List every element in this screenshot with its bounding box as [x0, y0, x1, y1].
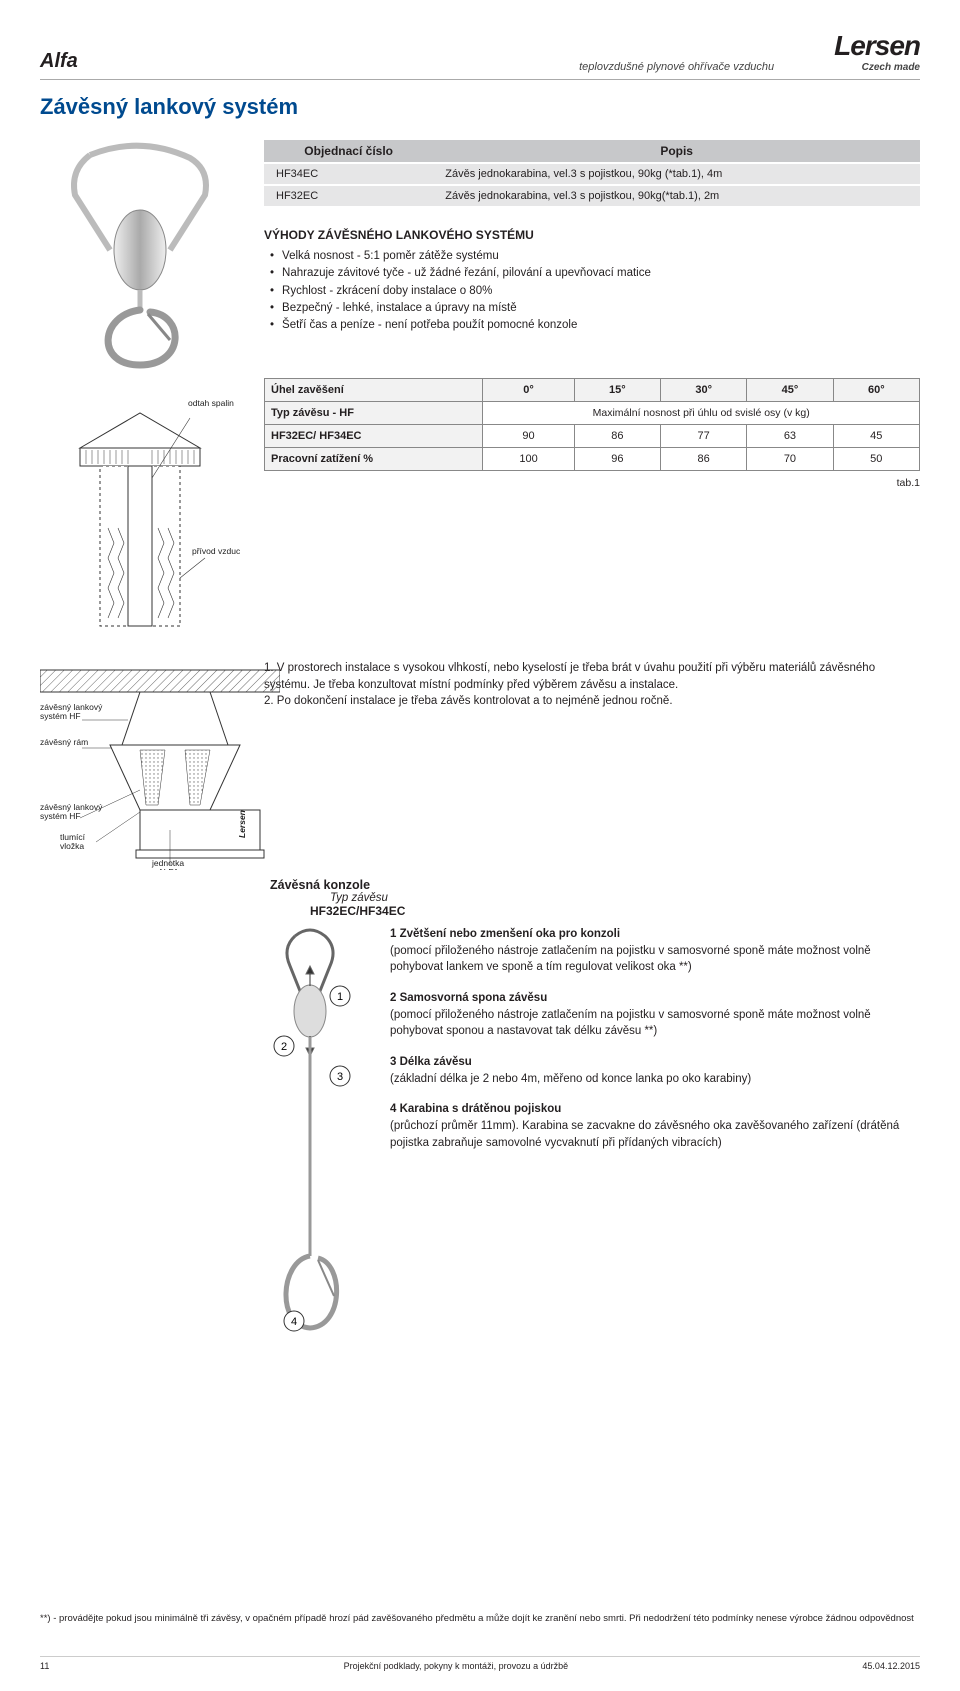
brand-sub: Czech made: [834, 62, 920, 73]
order-col-2: Popis: [433, 140, 920, 163]
angle-header: 15°: [574, 379, 660, 402]
diagram2-brand: Lersen: [237, 810, 247, 838]
bubble-2: 2: [281, 1041, 287, 1053]
diagram2-l5: jednotkaALFA: [151, 858, 184, 870]
flue-diagram: odtah spalin přívod vzduchu: [40, 378, 240, 638]
bubble-1: 1: [337, 991, 343, 1003]
konzole-heading: Závěsná konzole: [270, 878, 405, 892]
product-subtitle: teplovzdušné plynové ohřívače vzduchu: [579, 61, 774, 73]
order-desc: Závěs jednokarabina, vel.3 s pojistkou, …: [433, 163, 920, 185]
angle-cell: 100: [483, 448, 574, 471]
angle-cell: 77: [661, 425, 747, 448]
benefits-list: Velká nosnost - 5:1 poměr zátěže systému…: [264, 248, 920, 334]
angle-type-label: Typ závěsu - HF: [265, 402, 483, 425]
install-notes: 1. V prostorech instalace s vysokou vlhk…: [264, 660, 920, 710]
konzole-heading-row: Závěsná konzole Typ závěsu HF32EC/HF34EC: [270, 878, 920, 918]
diagram2-l3: závěsný lankovýsystém HF: [40, 802, 103, 821]
order-code: HF32EC: [264, 185, 433, 206]
bubble-4: 4: [291, 1316, 297, 1328]
product-name: Alfa: [40, 50, 78, 73]
benefit-item: Nahrazuje závitové tyče - už žádné řezán…: [270, 265, 920, 282]
diagram2-l4: tlumícívložka: [60, 832, 86, 851]
angle-cell: 96: [574, 448, 660, 471]
benefits-heading: VÝHODY ZÁVĚSNÉHO LANKOVÉHO SYSTÉMU: [264, 228, 920, 242]
brand-name: Lersen: [834, 30, 920, 62]
footer-mid: Projekční podklady, pokyny k montáži, pr…: [344, 1661, 568, 1671]
step2-body: (pomocí přiloženého nástroje zatlačením …: [390, 1009, 871, 1038]
angle-cell: 70: [747, 448, 833, 471]
page-header: Alfa teplovzdušné plynové ohřívače vzduc…: [40, 30, 920, 80]
angle-type-span: Maximální nosnost při úhlu od svislé osy…: [483, 402, 920, 425]
benefit-item: Šetří čas a peníze - není potřeba použít…: [270, 317, 920, 334]
footer-bar: 11 Projekční podklady, pokyny k montáži,…: [40, 1656, 920, 1671]
footer-code: 45.04.12.2015: [862, 1661, 920, 1671]
bubble-3: 3: [337, 1071, 343, 1083]
angle-header: 45°: [747, 379, 833, 402]
konzole-code: HF32EC/HF34EC: [310, 904, 405, 918]
page-number: 11: [40, 1661, 49, 1671]
brand-block: Lersen Czech made: [834, 30, 920, 73]
konzole-sub: Typ závěsu: [330, 892, 405, 904]
angle-table: Úhel zavěšení 0° 15° 30° 45° 60° Typ záv…: [264, 378, 920, 471]
step1-body: (pomocí přiloženého nástroje zatlačením …: [390, 945, 871, 974]
order-col-1: Objednací číslo: [264, 140, 433, 163]
order-code: HF34EC: [264, 163, 433, 185]
angle-header: 0°: [483, 379, 574, 402]
order-table: Objednací číslo Popis HF34EC Závěs jedno…: [264, 140, 920, 206]
carabiner-detail-svg: 1 2 3 4: [240, 926, 350, 1349]
mid-row: odtah spalin přívod vzduchu Úhel zavěšen…: [40, 378, 920, 638]
angle-cell: 86: [661, 448, 747, 471]
step3-title: 3 Délka závěsu: [390, 1056, 472, 1068]
order-row-2: HF32EC Závěs jednokarabina, vel.3 s poji…: [264, 185, 920, 206]
diagram2-l2: závěsný rám: [40, 737, 88, 747]
right-block: Objednací číslo Popis HF34EC Závěs jedno…: [264, 140, 920, 370]
benefit-item: Rychlost - zkrácení doby instalace o 80%: [270, 283, 920, 300]
footnote: **) - provádějte pokud jsou minimálně tř…: [40, 1613, 920, 1625]
section-title: Závěsný lankový systém: [40, 94, 920, 120]
step1-title: 1 Zvětšení nebo zmenšení oka pro konzoli: [390, 928, 620, 940]
carabiner-product-image: [40, 140, 240, 370]
benefit-item: Bezpečný - lehké, instalace a úpravy na …: [270, 300, 920, 317]
diagram2-l1: závěsný lankovýsystém HF: [40, 702, 103, 721]
angle-header: 60°: [833, 379, 919, 402]
diagram-label-privod: přívod vzduchu: [192, 546, 240, 556]
angle-cell: 63: [747, 425, 833, 448]
angle-cell: 45: [833, 425, 919, 448]
angle-cell: 86: [574, 425, 660, 448]
angle-row-label: HF32EC/ HF34EC: [265, 425, 483, 448]
note-1: 1. V prostorech instalace s vysokou vlhk…: [264, 660, 920, 693]
diagram-label-odtah: odtah spalin: [188, 398, 234, 408]
step4-body: (průchozí průměr 11mm). Karabina se zacv…: [390, 1120, 899, 1149]
angle-table-block: Úhel zavěšení 0° 15° 30° 45° 60° Typ záv…: [264, 378, 920, 638]
step3-body: (základní délka je 2 nebo 4m, měřeno od …: [390, 1073, 751, 1085]
carabiner-steps: 1 Zvětšení nebo zmenšení oka pro konzoli…: [390, 926, 920, 1151]
installation-diagram: Lersen závěsný lankovýsystém HF závěsný …: [40, 660, 240, 870]
angle-header: Úhel zavěšení: [265, 379, 483, 402]
angle-row-label: Pracovní zatížení %: [265, 448, 483, 471]
angle-cell: 90: [483, 425, 574, 448]
carabiner-detail-row: 1 2 3 4 1 Zvětšení nebo zmenšení oka pro…: [240, 926, 920, 1585]
lower-row: Lersen závěsný lankovýsystém HF závěsný …: [40, 660, 920, 870]
step2-title: 2 Samosvorná spona závěsu: [390, 992, 547, 1004]
order-desc: Závěs jednokarabina, vel.3 s pojistkou, …: [433, 185, 920, 206]
benefit-item: Velká nosnost - 5:1 poměr zátěže systému: [270, 248, 920, 265]
step4-title: 4 Karabina s drátěnou pojiskou: [390, 1103, 561, 1115]
order-row-1: HF34EC Závěs jednokarabina, vel.3 s poji…: [264, 163, 920, 185]
table-caption: tab.1: [264, 477, 920, 489]
angle-header: 30°: [661, 379, 747, 402]
note-2: 2. Po dokončení instalace je třeba závěs…: [264, 693, 920, 710]
angle-cell: 50: [833, 448, 919, 471]
top-row: Objednací číslo Popis HF34EC Závěs jedno…: [40, 140, 920, 370]
